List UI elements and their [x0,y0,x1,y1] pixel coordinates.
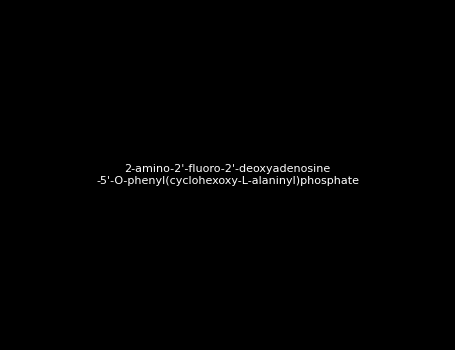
Text: 2-amino-2'-fluoro-2'-deoxyadenosine
-5'-O-phenyl(cyclohexoxy-L-alaninyl)phosphat: 2-amino-2'-fluoro-2'-deoxyadenosine -5'-… [96,164,359,186]
